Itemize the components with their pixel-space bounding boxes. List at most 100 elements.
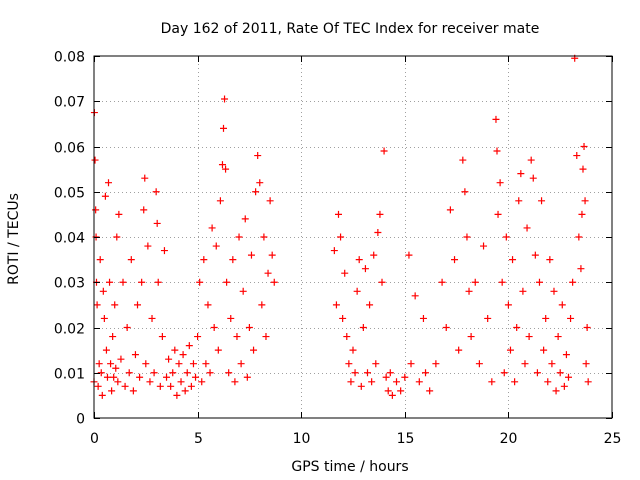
data-point [519, 287, 527, 295]
data-point [218, 161, 226, 169]
data-point [198, 378, 206, 386]
data-point [550, 287, 558, 295]
data-point [496, 179, 504, 187]
data-point [332, 301, 340, 309]
data-point [208, 224, 216, 232]
data-point [351, 369, 359, 377]
data-point [93, 301, 101, 309]
data-point [361, 265, 369, 273]
data-point [254, 152, 262, 160]
data-point [108, 387, 116, 395]
data-point [202, 360, 210, 368]
data-point [153, 219, 161, 227]
y-tick-label: 0.01 [54, 367, 85, 383]
data-point [229, 256, 237, 264]
data-point [353, 287, 361, 295]
data-point [103, 373, 111, 381]
y-tick-label: 0.05 [54, 186, 85, 202]
data-point [370, 251, 378, 259]
x-tick-label: 20 [500, 431, 518, 447]
data-point [194, 333, 202, 341]
data-point [422, 369, 430, 377]
data-point [521, 360, 529, 368]
x-tick-labels: 0 5 10 15 20 25 [90, 431, 621, 447]
data-point [123, 324, 131, 331]
data-point [386, 369, 394, 377]
data-point [252, 188, 260, 196]
data-point [154, 278, 162, 286]
data-point [212, 242, 220, 250]
data-point [407, 360, 415, 368]
x-tick-label: 10 [293, 431, 311, 447]
data-point [235, 233, 243, 241]
data-point [542, 314, 550, 322]
data-point [498, 278, 506, 286]
data-point [372, 360, 380, 368]
data-point [578, 210, 586, 218]
data-point [111, 301, 119, 309]
data-point [127, 256, 135, 264]
data-point [247, 251, 255, 259]
data-point [114, 378, 122, 386]
data-point [206, 369, 214, 377]
data-point [121, 382, 129, 390]
data-point [573, 152, 581, 160]
data-point [169, 369, 177, 377]
data-point [455, 346, 463, 354]
data-point [99, 287, 107, 295]
data-point [382, 373, 390, 381]
x-tick-label: 25 [604, 431, 622, 447]
data-point [552, 387, 560, 395]
y-tick-label: 0.02 [54, 322, 85, 338]
data-point [146, 378, 154, 386]
data-point [138, 278, 146, 286]
data-points [90, 54, 592, 399]
data-point [488, 378, 496, 386]
data-point [446, 206, 454, 214]
data-point [237, 360, 245, 368]
data-point [260, 233, 268, 241]
data-point [411, 292, 419, 300]
data-point [459, 156, 467, 164]
data-point [504, 301, 512, 309]
data-point [158, 333, 166, 341]
data-point [210, 324, 218, 331]
data-point [494, 210, 502, 218]
data-point [241, 215, 249, 223]
data-point [343, 333, 351, 341]
data-point [220, 124, 227, 132]
data-point [548, 360, 556, 368]
data-point [442, 324, 450, 331]
y-tick-label: 0.03 [54, 276, 85, 292]
data-point [438, 278, 446, 286]
data-point [189, 360, 197, 368]
data-point [233, 333, 241, 341]
data-point [535, 278, 543, 286]
data-point [196, 278, 204, 286]
data-point [214, 346, 222, 354]
data-point [96, 256, 104, 264]
y-tick-label: 0.08 [54, 50, 85, 66]
data-point [364, 369, 372, 377]
data-point [376, 210, 384, 218]
data-point [502, 233, 510, 241]
data-point [97, 369, 105, 377]
data-point [384, 387, 392, 395]
data-point [225, 369, 233, 377]
data-point [179, 351, 187, 359]
y-tick-label: 0.06 [54, 141, 85, 157]
data-point [529, 174, 537, 182]
data-point [500, 369, 508, 377]
data-point [245, 324, 253, 331]
data-point [492, 115, 500, 123]
data-point [165, 355, 173, 363]
data-point [465, 287, 473, 295]
data-point [163, 373, 171, 381]
data-point [136, 373, 144, 381]
data-point [129, 387, 137, 395]
data-point [119, 278, 127, 286]
data-point [227, 314, 235, 322]
data-point [355, 256, 363, 264]
data-point [192, 373, 200, 381]
